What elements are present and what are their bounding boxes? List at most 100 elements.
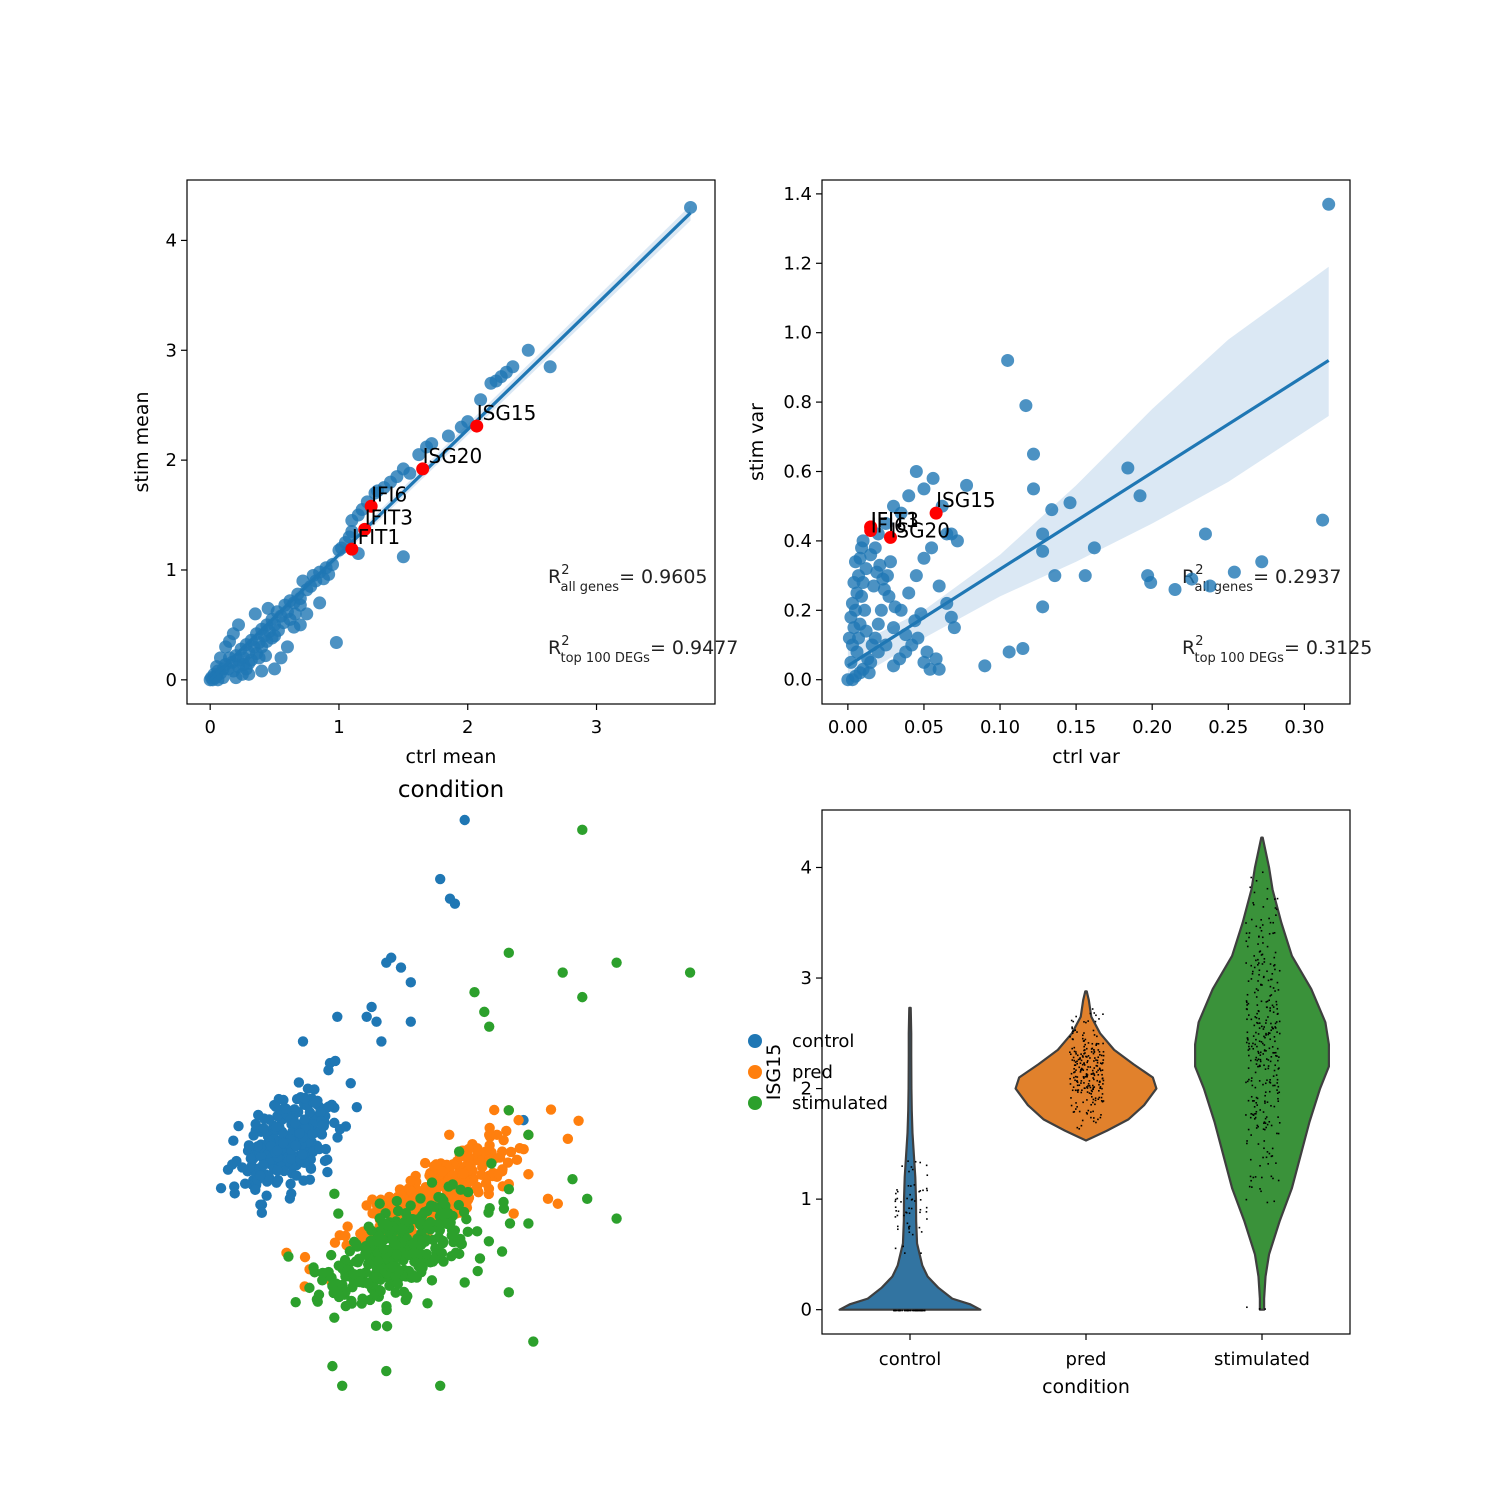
violin-jitter-point xyxy=(1255,1031,1257,1034)
violin-jitter-point xyxy=(1083,1049,1085,1052)
violin-jitter-point xyxy=(1275,1074,1278,1076)
violin-jitter-point xyxy=(896,1214,899,1217)
embedding-cell-pred xyxy=(494,1152,506,1163)
embedding-cell-stimulated xyxy=(422,1220,433,1231)
embedding-cell-stimulated xyxy=(419,1207,430,1218)
violin-jitter-point xyxy=(1094,1099,1097,1102)
mean-xlabel: ctrl mean xyxy=(406,746,497,768)
violin-jitter-point xyxy=(1078,1084,1081,1087)
var-gene-point xyxy=(1198,527,1212,541)
embedding-title: condition xyxy=(398,777,504,803)
mean-plot-frame xyxy=(186,179,716,705)
embedding-cell-stimulated xyxy=(446,1230,457,1241)
violin-jitter-point xyxy=(1257,1125,1259,1128)
condition-embedding-panel: condition control pred stimulated xyxy=(215,777,888,1392)
violin-jitter-point xyxy=(1101,1073,1103,1076)
embedding-cell-stimulated xyxy=(441,1207,452,1219)
violin-jitter-point xyxy=(907,1160,909,1162)
embedding-cell-stimulated xyxy=(437,1237,449,1249)
violin-jitter-point xyxy=(1258,969,1261,972)
embedding-cell-control xyxy=(293,1077,305,1088)
violin-jitter-point xyxy=(1086,1061,1089,1064)
embedding-cell-pred xyxy=(473,1186,484,1198)
embedding-cell-stimulated xyxy=(387,1261,399,1272)
embedding-cell-control xyxy=(233,1120,244,1132)
var-gene-point xyxy=(926,471,940,485)
violin-jitter-point xyxy=(1275,1054,1277,1057)
violin-jitter-point xyxy=(1264,1122,1267,1125)
violin-jitter-point xyxy=(1082,1034,1084,1037)
violin-jitter-point xyxy=(926,1174,929,1177)
embedding-cell-stimulated xyxy=(442,1218,453,1230)
embedding-cell-stimulated xyxy=(429,1254,440,1265)
embedding-cell-stimulated xyxy=(435,1380,446,1392)
violin-jitter-point xyxy=(1080,1059,1083,1062)
violin-jitter-point xyxy=(1087,1083,1090,1085)
violin-jitter-point xyxy=(906,1197,908,1200)
violin-jitter-point xyxy=(1090,1116,1092,1119)
violin-jitter-point xyxy=(896,1225,899,1228)
embedding-cell-stimulated xyxy=(283,1251,294,1262)
violin-jitter-point xyxy=(926,1218,928,1220)
violin-jitter-point xyxy=(1099,1053,1101,1056)
violin-jitter-point xyxy=(1259,1051,1262,1054)
violin-jitter-point xyxy=(910,1199,913,1201)
violin-jitter-point xyxy=(1073,1076,1075,1079)
violin-jitter-point xyxy=(1269,1060,1272,1063)
embedding-cell-stimulated xyxy=(428,1201,439,1212)
embedding-cell-control xyxy=(258,1113,270,1124)
violin-jitter-point xyxy=(1074,1061,1077,1063)
embedding-cell-control xyxy=(254,1170,266,1181)
embedding-cell-stimulated xyxy=(361,1245,372,1256)
violin-jitter-point xyxy=(1075,1053,1077,1055)
violin-jitter-point xyxy=(1101,1062,1103,1065)
embedding-cell-stimulated xyxy=(407,1238,419,1249)
embedding-cell-pred xyxy=(489,1104,500,1116)
violin-jitter-point xyxy=(911,1168,914,1171)
violin-jitter-point xyxy=(1263,958,1266,960)
var-r2-top-degs: R2 top 100 DEGs= 0.3125 xyxy=(1182,634,1372,666)
violin-jitter-point xyxy=(1276,1089,1278,1091)
var-ylabel: stim var xyxy=(746,403,768,481)
mean-gene-label: IFIT1 xyxy=(352,525,400,549)
violin-jitter-point xyxy=(1266,945,1269,948)
var-ytick-label: 0.4 xyxy=(783,531,812,552)
mean-gene-label: IFI6 xyxy=(371,482,407,506)
violin-jitter-point xyxy=(1096,1079,1099,1082)
violin-jitter-point xyxy=(1086,1074,1089,1076)
var-gene-point xyxy=(932,662,946,676)
violin-jitter-point xyxy=(900,1201,902,1203)
violin-jitter-point xyxy=(1080,1080,1083,1082)
violin-jitter-point xyxy=(1267,1163,1269,1165)
violin-jitter-point xyxy=(1253,955,1256,957)
violin-jitter-point xyxy=(1274,1040,1276,1043)
violin-jitter-point xyxy=(894,1247,897,1250)
embedding-cell-control xyxy=(256,1207,268,1219)
violin-jitter-point xyxy=(1258,936,1260,938)
violin-jitter-point xyxy=(907,1185,910,1187)
embedding-cell-stimulated xyxy=(447,1179,458,1190)
violin-jitter-point xyxy=(919,1211,921,1214)
violin-jitter-point xyxy=(1255,1038,1257,1041)
violin-ytick-label: 3 xyxy=(801,968,812,989)
violin-jitter-point xyxy=(1093,1086,1096,1088)
embedding-cell-stimulated xyxy=(459,1277,470,1288)
violin-jitter-point xyxy=(910,1207,913,1210)
embedding-cell-stimulated xyxy=(398,1286,410,1298)
violin-jitter-point xyxy=(903,1309,906,1312)
violin-jitter-point xyxy=(1265,1006,1268,1009)
violin-jitter-point xyxy=(1272,1084,1274,1087)
embedding-cell-pred xyxy=(340,1230,351,1242)
var-gene-point xyxy=(978,659,992,673)
embedding-cell-stimulated xyxy=(382,1220,393,1231)
violin-jitter-point xyxy=(1265,1156,1268,1159)
violin-jitter-point xyxy=(1084,1038,1087,1041)
var-gene-point xyxy=(862,666,876,680)
violin-jitter-point xyxy=(1093,1067,1096,1069)
violin-jitter-point xyxy=(1095,1071,1098,1073)
violin-jitter-point xyxy=(897,1228,899,1231)
violin-jitter-point xyxy=(1257,1143,1260,1145)
embedding-cell-control xyxy=(286,1188,297,1199)
violin-jitter-point xyxy=(1250,1134,1252,1136)
violin-jitter-point xyxy=(1269,995,1272,997)
